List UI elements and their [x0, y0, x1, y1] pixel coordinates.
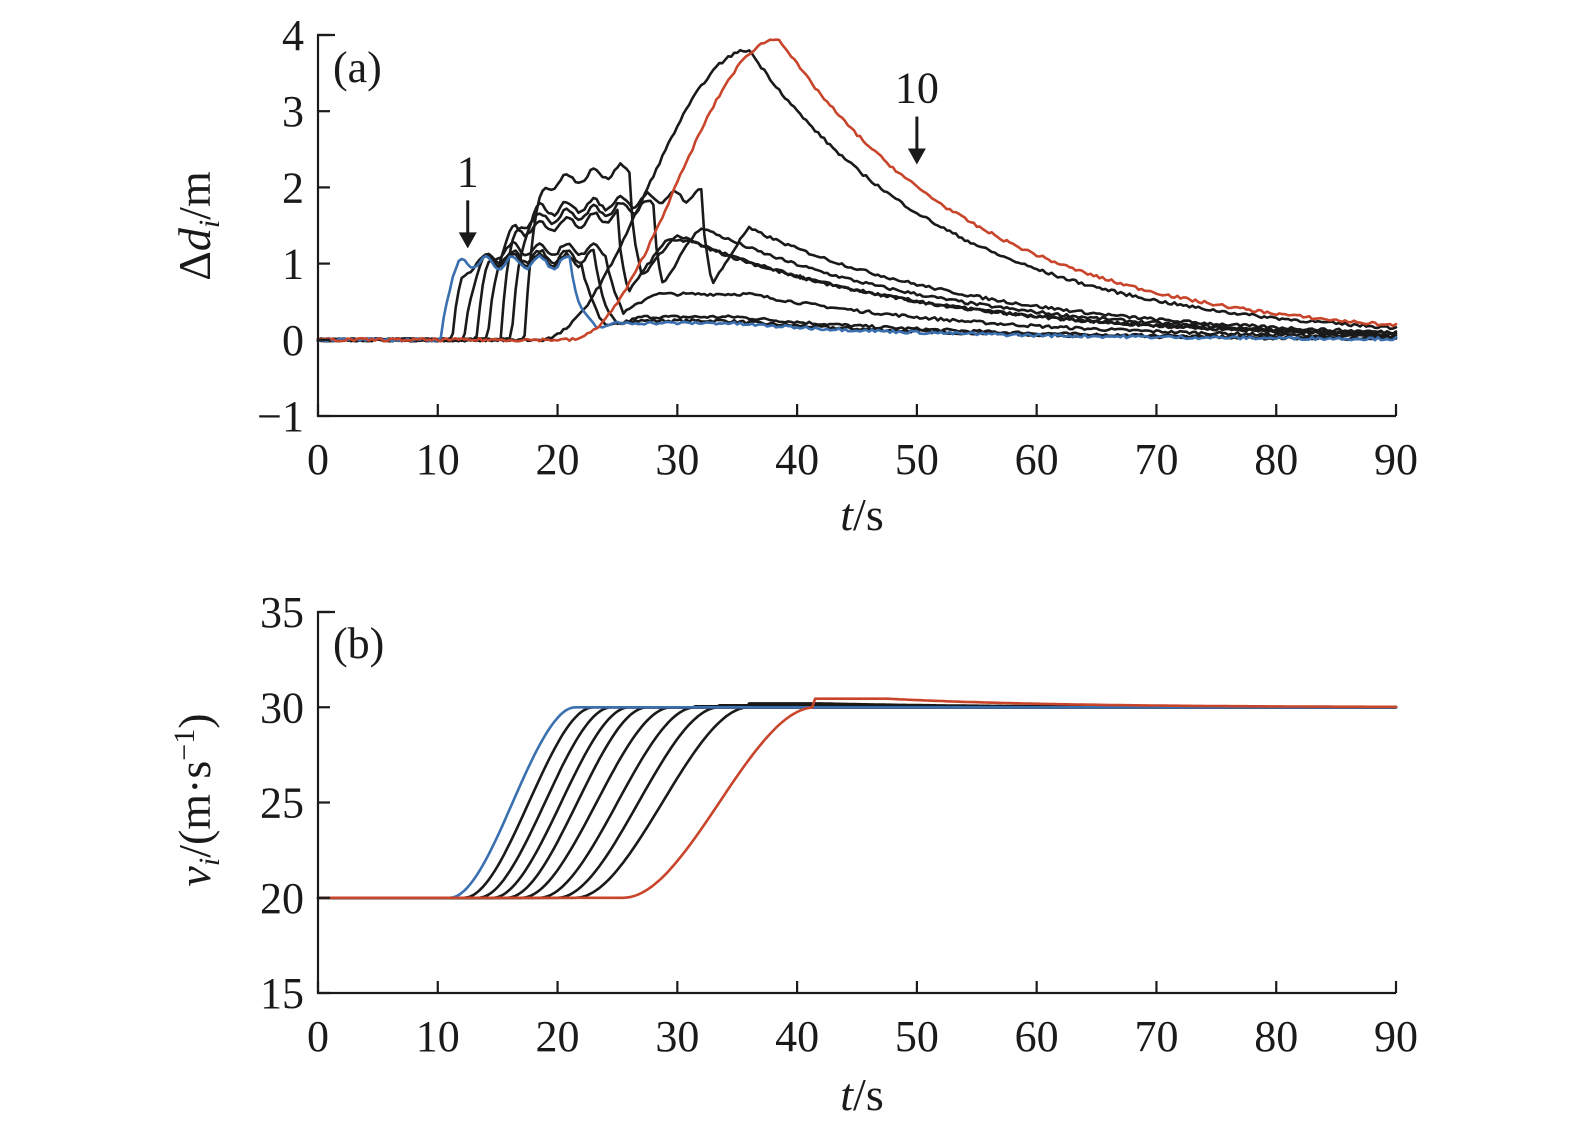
x-tick-label: 20	[536, 1012, 580, 1061]
y-tick-label: 0	[282, 316, 304, 365]
x-tick-label: 0	[307, 1012, 329, 1061]
panel-b-y-axis-sub: i	[193, 858, 226, 866]
annotation-label: 1	[457, 147, 479, 196]
panel-b-y-axis-sup: −1	[168, 729, 201, 761]
panel-b-x-axis-var: t	[840, 1069, 854, 1120]
x-tick-label: 80	[1254, 1012, 1298, 1061]
panel-b-label: (b)	[333, 619, 384, 668]
panel-b-x-ticks: 0 10 20 30 40 50 60 70 80 90	[307, 981, 1418, 1061]
series-line	[316, 208, 1398, 343]
panel-a-y-axis-sub: i	[193, 220, 226, 228]
y-tick-label: 3	[282, 87, 304, 136]
annotation-arrow-1: 1	[457, 147, 479, 249]
y-tick-label: 15	[260, 969, 304, 1018]
panel-a-axes	[316, 33, 1396, 418]
panel-a-y-axis-var: d	[169, 227, 220, 251]
panel-a-x-axis-label: t/s	[840, 489, 883, 540]
x-tick-label: 40	[775, 1012, 819, 1061]
y-tick-label: −1	[257, 392, 304, 441]
y-tick-label: 20	[260, 874, 304, 923]
series-line-last	[316, 697, 1398, 900]
annotation-arrow-2: 10	[895, 64, 939, 165]
x-tick-label: 50	[895, 435, 939, 484]
y-tick-label: 4	[282, 11, 304, 60]
x-tick-label: 20	[536, 435, 580, 484]
x-tick-label: 80	[1254, 435, 1298, 484]
panel-a-y-ticks: −1 0 1 2 3 4	[257, 11, 330, 441]
panel-b-y-axis-var: v	[169, 866, 220, 887]
y-tick-label: 2	[282, 163, 304, 212]
panel-b-x-axis-label: t/s	[840, 1069, 883, 1120]
panel-a-series-group	[316, 38, 1398, 343]
panel-b-series-group	[316, 697, 1398, 900]
series-line-first	[316, 254, 1398, 343]
panel-a-x-axis-var: t	[840, 489, 854, 540]
y-tick-label: 30	[260, 683, 304, 732]
panel-b-y-axis-close: )	[169, 713, 220, 728]
x-tick-label: 60	[1015, 435, 1059, 484]
x-tick-label: 60	[1015, 1012, 1059, 1061]
y-tick-label: 35	[260, 588, 304, 637]
panel-a-label: (a)	[333, 43, 382, 92]
arrow-head	[907, 148, 926, 165]
x-tick-label: 10	[416, 1012, 460, 1061]
x-tick-label: 30	[655, 1012, 699, 1061]
y-tick-label: 25	[260, 779, 304, 828]
series-line-first	[316, 705, 1398, 900]
panel-b-axes	[316, 610, 1396, 995]
x-tick-label: 70	[1134, 1012, 1178, 1061]
series-line	[316, 48, 1398, 343]
panel-b-chart: 0 10 20 30 40 50 60 70 80 90 15 20 25 30 35 (b) t/s v…	[168, 588, 1418, 1120]
panel-b-y-axis-unit: /(m·s	[169, 761, 220, 858]
x-tick-label: 30	[655, 435, 699, 484]
arrow-head	[458, 232, 477, 249]
annotation-label: 10	[895, 64, 939, 113]
panel-a-y-axis-label: Δdi/m	[169, 171, 226, 281]
x-tick-label: 50	[895, 1012, 939, 1061]
x-tick-label: 0	[307, 435, 329, 484]
x-tick-label: 70	[1134, 435, 1178, 484]
x-tick-label: 90	[1374, 435, 1418, 484]
x-tick-label: 40	[775, 435, 819, 484]
series-line-last	[316, 38, 1398, 343]
panel-a-x-axis-unit: /s	[853, 489, 884, 540]
x-tick-label: 10	[416, 435, 460, 484]
panel-b-y-axis-label: vi/(m·s−1)	[168, 713, 226, 886]
panel-a-y-axis-prefix: Δ	[169, 251, 220, 281]
panel-a-y-axis-unit: /m	[169, 171, 220, 220]
panel-a-x-ticks: 0 10 20 30 40 50 60 70 80 90	[307, 404, 1418, 484]
x-tick-label: 90	[1374, 1012, 1418, 1061]
panel-b-x-axis-unit: /s	[853, 1069, 884, 1120]
y-tick-label: 1	[282, 240, 304, 289]
series-line	[316, 240, 1398, 343]
panel-b-y-ticks: 15 20 25 30 35	[260, 588, 330, 1018]
panel-a-annotations: 1 10	[457, 64, 939, 249]
